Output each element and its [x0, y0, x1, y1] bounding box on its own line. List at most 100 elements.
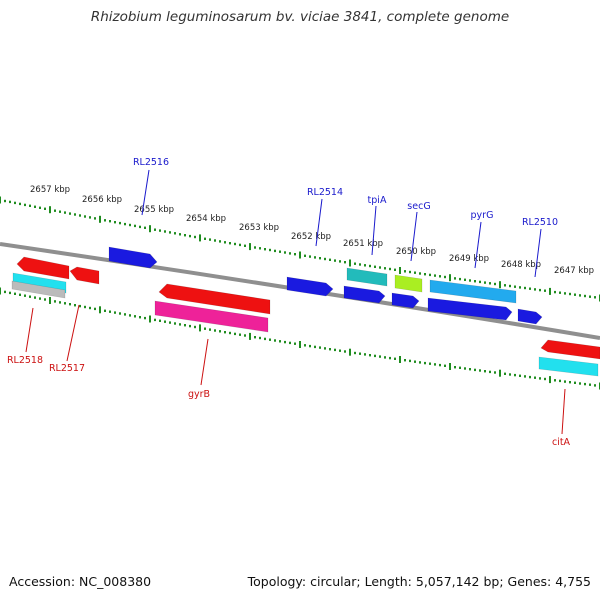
label-RL2517: RL2517 [49, 363, 85, 374]
upper-tick-42 [209, 238, 211, 241]
lower-tick-51 [254, 336, 256, 339]
upper-tick-67 [334, 259, 336, 262]
lower-tick-34 [169, 321, 171, 324]
upper-tick-57 [284, 251, 286, 254]
upper-tick-85 [424, 273, 426, 276]
lower-tick-67 [334, 348, 336, 352]
gene-secG-b[interactable] [391, 292, 420, 309]
upper-tick-94 [469, 279, 471, 282]
lower-tick-102 [509, 373, 511, 376]
upper-tick-96 [479, 280, 481, 284]
lower-tick-69 [344, 350, 346, 353]
upper-tick-28 [139, 225, 141, 229]
lower-tick-41 [204, 327, 206, 330]
upper-tick-30 [149, 225, 151, 233]
upper-tick-32 [159, 229, 161, 232]
upper-tick-109 [544, 289, 546, 292]
lower-tick-98 [489, 370, 491, 374]
leader-secG [410, 211, 418, 262]
gene-RL2514-b[interactable] [343, 285, 386, 304]
lower-tick-33 [164, 320, 166, 323]
gene-pyrG-b[interactable] [427, 297, 513, 321]
upper-tick-119 [594, 296, 596, 299]
gene-RL2517[interactable] [69, 266, 100, 285]
scale-label-2649: 2649 kbp [449, 254, 489, 264]
upper-tick-114 [569, 292, 571, 296]
upper-tick-18 [89, 216, 91, 219]
upper-tick-106 [529, 287, 531, 290]
lower-tick-24 [119, 312, 121, 315]
lower-tick-114 [569, 381, 571, 384]
lower-tick-108 [539, 377, 541, 380]
upper-tick-59 [294, 253, 296, 256]
upper-tick-107 [534, 288, 536, 291]
lower-tick-115 [574, 381, 576, 384]
gene-gyrB-magenta[interactable] [154, 300, 269, 333]
lower-tick-32 [159, 319, 161, 322]
lower-tick-81 [404, 359, 406, 362]
upper-tick-58 [289, 252, 291, 255]
lower-tick-4 [19, 293, 21, 296]
upper-tick-102 [509, 284, 511, 288]
upper-tick-64 [319, 257, 321, 260]
lower-tick-28 [139, 316, 141, 319]
upper-tick-38 [189, 234, 191, 238]
upper-tick-80 [399, 267, 401, 274]
gene-citA[interactable] [540, 339, 600, 360]
lower-tick-104 [519, 374, 521, 377]
upper-tick-74 [369, 264, 371, 268]
label-RL2510: RL2510 [522, 217, 558, 228]
upper-tick-1 [4, 199, 6, 203]
lower-tick-76 [379, 355, 381, 358]
lower-tick-66 [329, 348, 331, 351]
upper-tick-87 [434, 274, 436, 277]
lower-tick-11 [54, 300, 56, 303]
gene-RL2518[interactable] [16, 256, 70, 280]
upper-tick-3 [14, 201, 16, 205]
upper-tick-77 [384, 267, 386, 270]
gene-tpiA[interactable] [346, 267, 388, 287]
gene-RL2518-gray[interactable] [11, 280, 66, 299]
gene-secG[interactable] [394, 274, 423, 293]
upper-tick-26 [129, 223, 131, 227]
lower-tick-72 [359, 352, 361, 355]
lower-tick-109 [544, 377, 546, 381]
leader-tpiA [371, 205, 377, 256]
gene-RL2516[interactable] [108, 246, 158, 269]
gene-pyrG[interactable] [429, 279, 517, 304]
upper-tick-15 [74, 213, 76, 216]
lower-tick-52 [259, 336, 261, 340]
scale-label-2651: 2651 kbp [343, 239, 383, 249]
lower-tick-9 [44, 298, 46, 301]
lower-tick-46 [229, 331, 231, 335]
upper-tick-2 [9, 200, 11, 204]
label-citA: citA [552, 437, 571, 448]
gene-gyrB[interactable] [158, 283, 271, 315]
upper-tick-56 [279, 250, 281, 253]
gene-RL2514[interactable] [286, 276, 334, 297]
lower-tick-39 [194, 325, 196, 329]
upper-tick-13 [64, 211, 66, 214]
upper-tick-105 [524, 286, 526, 290]
lower-tick-38 [189, 324, 191, 328]
upper-tick-75 [374, 265, 376, 268]
upper-tick-118 [589, 295, 591, 298]
lower-tick-70 [349, 348, 351, 356]
lower-tick-1 [4, 290, 6, 294]
lower-tick-5 [24, 294, 26, 297]
upper-tick-40 [199, 234, 201, 242]
upper-tick-113 [564, 292, 566, 295]
upper-tick-68 [339, 260, 341, 263]
label-tpiA: tpiA [368, 195, 387, 206]
label-pyrG: pyrG [471, 210, 494, 221]
gene-citA-cyan[interactable] [538, 356, 599, 377]
gene-RL2510[interactable] [517, 308, 543, 325]
upper-tick-48 [239, 243, 241, 247]
lower-tick-79 [394, 357, 396, 360]
lower-tick-73 [364, 353, 366, 356]
upper-tick-91 [454, 277, 456, 280]
lower-tick-103 [514, 373, 516, 377]
scale-label-2650: 2650 kbp [396, 247, 436, 257]
label-RL2514: RL2514 [307, 187, 343, 198]
lower-tick-95 [474, 368, 476, 372]
